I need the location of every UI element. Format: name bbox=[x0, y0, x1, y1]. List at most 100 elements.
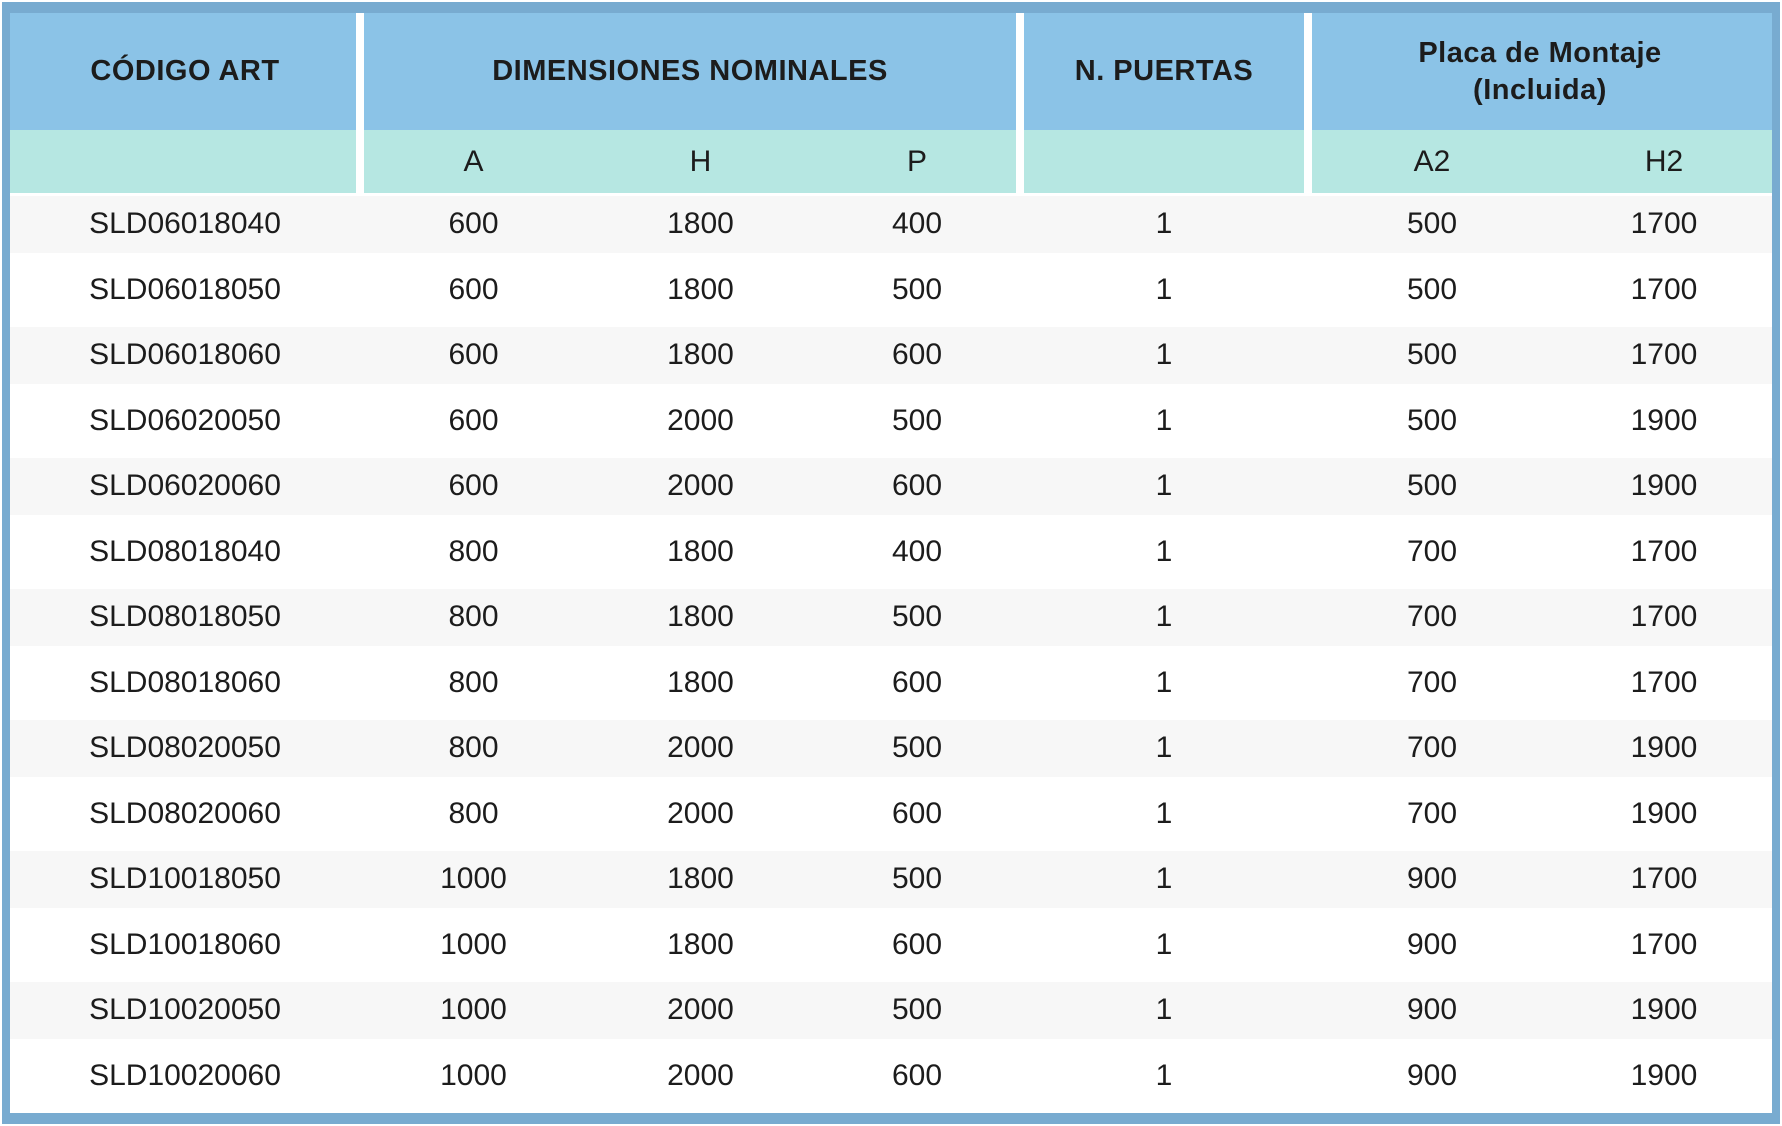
cell-a: 600 bbox=[448, 403, 499, 437]
cell-a: 1000 bbox=[440, 862, 507, 896]
cell-p: 600 bbox=[891, 927, 943, 961]
cell-h2: 1700 bbox=[1630, 600, 1698, 634]
cell-h: 1800 bbox=[667, 207, 734, 241]
cell-h2: 1700 bbox=[1630, 862, 1698, 896]
table-row: SLD08018050 800 1800 500 1 700 1700 bbox=[10, 589, 1772, 655]
cell-n-puertas: 1 bbox=[1155, 272, 1173, 306]
cell-codigo-art: SLD08018060 bbox=[89, 665, 281, 699]
cell-a: 800 bbox=[448, 534, 499, 568]
cell-p: 600 bbox=[891, 338, 943, 372]
cell-codigo-art: SLD08018040 bbox=[89, 534, 281, 568]
cell-a: 1000 bbox=[440, 993, 507, 1027]
cell-p: 500 bbox=[891, 862, 943, 896]
table-row: SLD08018060 800 1800 600 1 700 1700 bbox=[10, 654, 1772, 720]
cell-codigo-art: SLD06020060 bbox=[89, 469, 281, 503]
header-dimensiones-nominales: DIMENSIONES NOMINALES bbox=[492, 55, 888, 88]
table-row: SLD10020050 1000 2000 500 1 900 1900 bbox=[10, 982, 1772, 1048]
cell-codigo-art: SLD08018050 bbox=[89, 600, 281, 634]
cell-h: 1800 bbox=[667, 338, 734, 372]
cell-h2: 1900 bbox=[1630, 403, 1698, 437]
cell-p: 600 bbox=[891, 665, 943, 699]
cell-codigo-art: SLD10018050 bbox=[89, 862, 281, 896]
cell-codigo-art: SLD10020050 bbox=[89, 993, 281, 1027]
cell-h2: 1700 bbox=[1630, 207, 1698, 241]
table-row: SLD06018050 600 1800 500 1 500 1700 bbox=[10, 261, 1772, 327]
cell-a: 800 bbox=[448, 665, 499, 699]
cell-h: 2000 bbox=[667, 469, 734, 503]
cell-h: 2000 bbox=[667, 993, 734, 1027]
table-header: CÓDIGO ART DIMENSIONES NOMINALES N. PUER… bbox=[10, 13, 1772, 196]
cell-n-puertas: 1 bbox=[1155, 534, 1173, 568]
cell-a: 600 bbox=[448, 272, 499, 306]
table-row: SLD06018060 600 1800 600 1 500 1700 bbox=[10, 327, 1772, 393]
cell-a: 600 bbox=[448, 469, 499, 503]
cell-codigo-art: SLD06018060 bbox=[89, 338, 281, 372]
cell-p: 600 bbox=[891, 469, 943, 503]
cell-h: 2000 bbox=[667, 1058, 734, 1092]
cell-a2: 700 bbox=[1406, 796, 1458, 830]
cell-n-puertas: 1 bbox=[1155, 338, 1173, 372]
cell-a: 1000 bbox=[440, 927, 507, 961]
cell-a2: 500 bbox=[1406, 207, 1458, 241]
subheader-a2: A2 bbox=[1413, 144, 1451, 178]
cell-p: 400 bbox=[891, 207, 943, 241]
header-group-row: CÓDIGO ART DIMENSIONES NOMINALES N. PUER… bbox=[10, 13, 1772, 130]
cell-n-puertas: 1 bbox=[1155, 600, 1173, 634]
cell-h2: 1700 bbox=[1630, 534, 1698, 568]
cell-n-puertas: 1 bbox=[1155, 207, 1173, 241]
cell-a2: 900 bbox=[1406, 1058, 1458, 1092]
cell-a: 1000 bbox=[440, 1058, 507, 1092]
table-row: SLD08020050 800 2000 500 1 700 1900 bbox=[10, 720, 1772, 786]
cell-a2: 900 bbox=[1406, 862, 1458, 896]
cell-p: 500 bbox=[891, 272, 943, 306]
cell-codigo-art: SLD10018060 bbox=[89, 927, 281, 961]
subheader-a: A bbox=[463, 144, 484, 178]
cell-h: 1800 bbox=[667, 600, 734, 634]
table-row: SLD10018060 1000 1800 600 1 900 1700 bbox=[10, 916, 1772, 982]
cell-a2: 700 bbox=[1406, 665, 1458, 699]
cell-h: 2000 bbox=[667, 731, 734, 765]
cell-p: 500 bbox=[891, 731, 943, 765]
subheader-empty-puertas bbox=[1020, 130, 1308, 193]
cell-a2: 700 bbox=[1406, 534, 1458, 568]
cell-h2: 1900 bbox=[1630, 731, 1698, 765]
cell-h2: 1700 bbox=[1630, 665, 1698, 699]
cell-n-puertas: 1 bbox=[1155, 862, 1173, 896]
cell-h2: 1700 bbox=[1630, 338, 1698, 372]
subheader-h: H bbox=[689, 144, 712, 178]
cell-codigo-art: SLD06018050 bbox=[89, 272, 281, 306]
table-row: SLD06018040 600 1800 400 1 500 1700 bbox=[10, 196, 1772, 262]
cell-n-puertas: 1 bbox=[1155, 731, 1173, 765]
cell-a2: 500 bbox=[1406, 338, 1458, 372]
cell-a2: 500 bbox=[1406, 403, 1458, 437]
cell-n-puertas: 1 bbox=[1155, 469, 1173, 503]
cell-h2: 1900 bbox=[1630, 796, 1698, 830]
cell-a: 800 bbox=[448, 796, 499, 830]
cell-p: 500 bbox=[891, 993, 943, 1027]
table-row: SLD08020060 800 2000 600 1 700 1900 bbox=[10, 785, 1772, 851]
cell-h2: 1900 bbox=[1630, 993, 1698, 1027]
column-divider bbox=[1304, 13, 1312, 193]
cell-h2: 1900 bbox=[1630, 1058, 1698, 1092]
subheader-h2: H2 bbox=[1644, 144, 1684, 178]
cell-codigo-art: SLD06018040 bbox=[89, 207, 281, 241]
subheader-empty-codigo bbox=[10, 130, 360, 193]
table-row: SLD06020060 600 2000 600 1 500 1900 bbox=[10, 458, 1772, 524]
cell-p: 500 bbox=[891, 403, 943, 437]
cell-n-puertas: 1 bbox=[1155, 403, 1173, 437]
cell-n-puertas: 1 bbox=[1155, 927, 1173, 961]
cell-p: 400 bbox=[891, 534, 943, 568]
cell-n-puertas: 1 bbox=[1155, 993, 1173, 1027]
table-row: SLD10020060 1000 2000 600 1 900 1900 bbox=[10, 1047, 1772, 1113]
cell-h: 2000 bbox=[667, 796, 734, 830]
cell-codigo-art: SLD06020050 bbox=[89, 403, 281, 437]
cell-p: 600 bbox=[891, 1058, 943, 1092]
cell-a2: 900 bbox=[1406, 927, 1458, 961]
table-body: SLD06018040 600 1800 400 1 500 1700 SLD0… bbox=[10, 196, 1772, 1113]
cell-h: 1800 bbox=[667, 272, 734, 306]
table-row: SLD06020050 600 2000 500 1 500 1900 bbox=[10, 392, 1772, 458]
cell-a2: 900 bbox=[1406, 993, 1458, 1027]
cell-n-puertas: 1 bbox=[1155, 665, 1173, 699]
